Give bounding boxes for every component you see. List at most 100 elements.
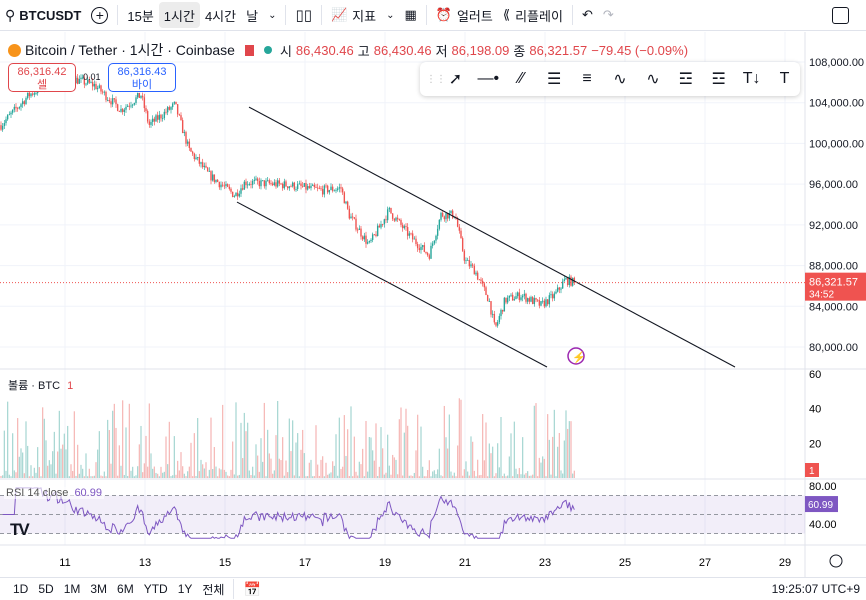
volume-bar [378, 466, 380, 478]
candle-body [278, 180, 281, 184]
candle-body [18, 106, 21, 109]
volume-bar [52, 451, 54, 478]
volume-bar [398, 419, 400, 478]
candle-body [398, 219, 401, 221]
undo-icon: ↶ [581, 7, 593, 22]
symbol-search[interactable]: ⚲ BTCUSDT [5, 6, 82, 23]
candle-body [321, 189, 324, 195]
indicators-button[interactable]: 📈 지표 [330, 7, 377, 24]
volume-bar [245, 431, 247, 478]
buy-button[interactable]: 86,316.43 바이 [108, 63, 176, 92]
candle-body [230, 188, 232, 192]
volume-bar [393, 457, 395, 478]
candle-body [286, 186, 289, 189]
volume-bar [162, 472, 164, 478]
redo-button[interactable]: ↷ [598, 2, 619, 28]
volume-bar [458, 398, 460, 478]
parallel-channel-tool[interactable]: ∕∕ [518, 70, 524, 87]
chart-type-button[interactable]: ▯▯ [290, 2, 317, 28]
volume-bar [147, 466, 149, 478]
trend-line-tool[interactable]: ➚ [448, 71, 463, 88]
candle-body [330, 186, 332, 191]
volume-bar [70, 464, 72, 478]
interval-15m[interactable]: 15분 [127, 8, 154, 24]
candle-body [176, 104, 179, 115]
sell-button[interactable]: 86,316.42 셀 [8, 63, 76, 92]
pattern-abc-tool[interactable]: ∿ [646, 71, 660, 88]
text-tool[interactable]: T [779, 70, 790, 87]
flag-icon[interactable] [244, 44, 254, 56]
fib-retracement-tool[interactable]: ≡ [582, 70, 592, 87]
tradingview-logo[interactable]: TV [10, 520, 30, 539]
candle-body [473, 265, 476, 275]
rsi-badge [805, 496, 838, 513]
candle-body [303, 183, 306, 187]
alert-button[interactable]: ⏰ 얼러트 [435, 7, 493, 24]
price-tick: 92,000.00 [809, 220, 858, 232]
candle-body [371, 234, 374, 240]
horizontal-ray-tool[interactable]: —• [477, 70, 500, 87]
volume-bar [457, 445, 459, 478]
price-range-tool[interactable]: ☲ [711, 71, 726, 88]
volume-bar [252, 466, 254, 478]
drag-handle-icon[interactable]: ⋮⋮ [426, 73, 446, 85]
high-label: 고 [357, 43, 370, 59]
volume-bar [365, 420, 367, 478]
volume-bar [130, 470, 132, 478]
clock[interactable]: 19:25:07 UTC+9 [771, 582, 860, 596]
volume-bar [253, 475, 255, 478]
volume-bar [140, 425, 142, 478]
candle-body [108, 100, 111, 102]
candle-body [313, 184, 316, 188]
candle-body [560, 288, 562, 290]
volume-bar [450, 471, 452, 478]
volume-bar [288, 418, 290, 478]
range-ytd[interactable]: YTD [143, 582, 168, 596]
volume-bar [557, 446, 559, 478]
volume-bar [338, 417, 340, 478]
range-all[interactable]: 전체 [202, 582, 225, 597]
volume-bar [460, 399, 462, 478]
add-symbol-button[interactable]: + [86, 2, 113, 28]
range-1y[interactable]: 1Y [177, 582, 193, 596]
rsi-tick: 80.00 [809, 481, 837, 493]
replay-button[interactable]: ⟪ 리플레이 [502, 7, 563, 24]
interval-1h[interactable]: 1시간 [158, 2, 200, 28]
interval-dropdown[interactable]: ⌄ [263, 2, 281, 28]
volume-bar [437, 469, 439, 478]
pattern-15-tool[interactable]: ∿ [613, 71, 627, 88]
volume-bar [500, 417, 502, 478]
interval-4h[interactable]: 4시간 [204, 8, 237, 24]
layouts-button[interactable]: ▦ [399, 2, 421, 28]
range-3m[interactable]: 3M [90, 582, 108, 596]
text-anchor-tool[interactable]: T↓ [742, 70, 761, 87]
volume-bar [38, 467, 40, 478]
interval-day[interactable]: 날 [246, 8, 259, 24]
candle-body [480, 279, 482, 281]
fullscreen-button[interactable] [827, 2, 854, 28]
candle-body [243, 181, 246, 190]
indicators-dropdown[interactable]: ⌄ [381, 2, 399, 28]
volume-bar [562, 473, 564, 478]
volume-bar [467, 471, 469, 478]
date-range-tool[interactable]: ☲ [678, 71, 693, 88]
volume-bar [490, 453, 492, 478]
horizontal-lines-tool[interactable]: ☰ [547, 71, 562, 88]
range-5d[interactable]: 5D [38, 582, 54, 596]
time-tick: 19 [379, 557, 391, 569]
undo-button[interactable]: ↶ [577, 2, 598, 28]
range-6m[interactable]: 6M [117, 582, 134, 596]
volume-bar [540, 462, 542, 478]
candle-body [210, 171, 212, 181]
candle-body [391, 213, 394, 219]
volume-bar [295, 442, 297, 478]
range-1d[interactable]: 1D [13, 582, 29, 596]
candle-body [91, 82, 94, 87]
volume-bar [570, 421, 572, 478]
chart-canvas[interactable]: ⚡ 108,000.00 104,000.00 100,000.00 96,000.00… [0, 0, 866, 577]
candle-body [380, 224, 382, 228]
candle-body [361, 236, 364, 240]
go-to-date-button[interactable]: 📅 [238, 581, 265, 598]
time-tick: 27 [699, 557, 711, 569]
range-1m[interactable]: 1M [63, 582, 81, 596]
